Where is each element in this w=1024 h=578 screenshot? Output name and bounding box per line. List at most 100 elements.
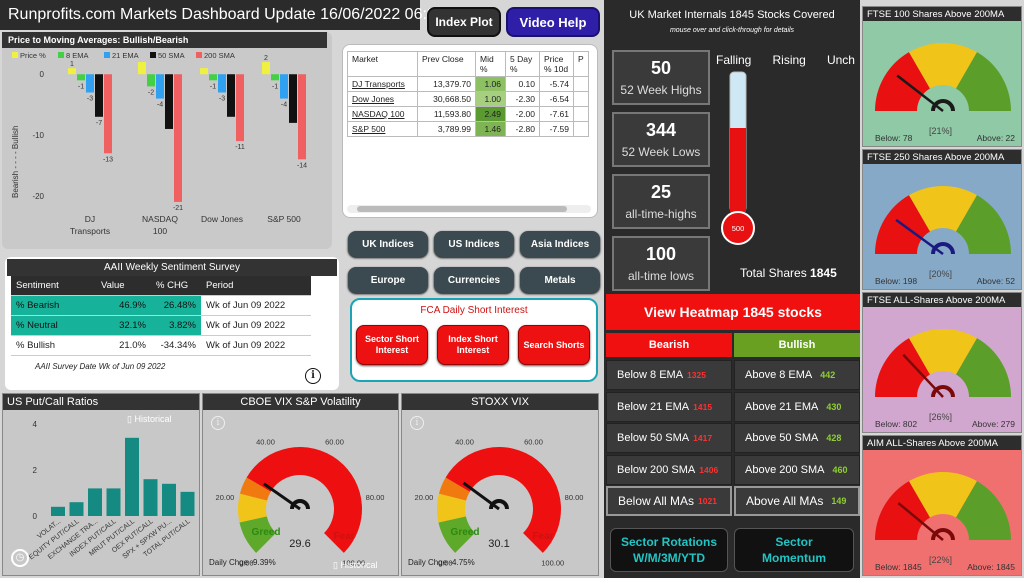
col-5day[interactable]: 5 Day % <box>505 51 540 77</box>
search-shorts-button[interactable]: Search Shorts <box>518 325 590 365</box>
market-link[interactable]: Dow Jones <box>347 91 418 107</box>
mid-cell: 1.00 <box>475 91 506 107</box>
stoxx-panel: STOXX VIX 0.00 20.00 40.00 60.00 80.00 100.00… <box>401 393 599 576</box>
view-heatmap-button[interactable]: View Heatmap 1845 stocks <box>606 294 860 330</box>
bullish-header: Bullish <box>734 333 860 357</box>
bearish-row-label: Below All MAs <box>618 494 695 508</box>
video-help-button[interactable]: Video Help <box>506 7 600 37</box>
bearish-row[interactable]: Below 21 EMA 1415 <box>606 391 732 422</box>
ftse-gauge-panel[interactable]: FTSE 100 Shares Above 200MA Below: 78 [21%… <box>862 6 1022 147</box>
scrollbar-thumb[interactable] <box>357 206 567 212</box>
us-indices-button[interactable]: US Indices <box>434 231 514 257</box>
ftse-gauge-title: AIM ALL-Shares Above 200MA <box>863 436 1021 450</box>
stat-box[interactable]: 344 52 Week Lows <box>612 112 710 167</box>
index-plot-button[interactable]: Index Plot <box>427 7 501 37</box>
uk-indices-button[interactable]: UK Indices <box>348 231 428 257</box>
currencies-button[interactable]: Currencies <box>434 267 514 293</box>
ftse-gauge-panel[interactable]: FTSE 250 Shares Above 200MA Below: 198 [20… <box>862 149 1022 290</box>
info-icon[interactable]: i <box>410 416 424 430</box>
gauge-yellow-zone <box>909 43 977 89</box>
p-cell <box>573 106 589 122</box>
gauge-tick-label: 60.00 <box>524 437 543 446</box>
asia-indices-button[interactable]: Asia Indices <box>520 231 600 257</box>
gauge-green-zone <box>956 195 1011 254</box>
ftse-gauge-panel[interactable]: FTSE ALL-Shares Above 200MA Below: 802 [26… <box>862 292 1022 433</box>
stat-box[interactable]: 100 all-time lows <box>612 236 710 291</box>
gauge-zone <box>438 477 470 501</box>
aaii-col-chg: % CHG <box>151 276 201 296</box>
p-cell <box>573 121 589 137</box>
market-link[interactable]: DJ Transports <box>347 76 418 92</box>
gauge-tick-label: 0.00 <box>239 559 254 568</box>
stat-value: 100 <box>645 244 677 264</box>
vix-historical-link[interactable]: ▯ Historical <box>333 560 377 571</box>
ftse-gauge-panel[interactable]: AIM ALL-Shares Above 200MA Below: 1845 [22… <box>862 435 1022 576</box>
data-label: -2 <box>148 89 154 96</box>
col-mid[interactable]: Mid % <box>475 51 506 77</box>
sector-short-interest-button[interactable]: Sector Short Interest <box>356 325 428 365</box>
bearish-row-count: 1415 <box>693 401 713 412</box>
bearish-row[interactable]: Below 50 SMA 1417 <box>606 423 732 453</box>
prev-close-cell: 30,668.50 <box>417 91 476 107</box>
bullish-row[interactable]: Above 8 EMA 442 <box>734 360 860 390</box>
markets-table-panel: Market Prev Close Mid % 5 Day % Price % … <box>342 44 598 218</box>
clock-icon[interactable]: ◷ <box>11 549 29 567</box>
aaii-cell: 32.1% <box>96 315 151 336</box>
bearish-row[interactable]: Below 200 SMA 1406 <box>606 454 732 485</box>
putcall-panel: US Put/Call Ratios ▯ Historical 0 2 4 VOLAT… <box>2 393 200 576</box>
aaii-cell: % Bearish <box>11 295 96 316</box>
stat-label: all-time-highs <box>625 207 697 221</box>
aaii-col-sentiment: Sentiment <box>11 276 96 296</box>
putcall-historical-link[interactable]: ▯ Historical <box>127 414 171 425</box>
data-label: -4 <box>281 102 287 109</box>
bar <box>298 74 306 160</box>
col-prev-close[interactable]: Prev Close <box>417 51 476 77</box>
bullish-row[interactable]: Above 21 EMA 430 <box>734 391 860 422</box>
info-icon[interactable]: i <box>211 416 225 430</box>
ftse-gauge <box>875 43 1011 112</box>
data-label: -11 <box>235 144 245 151</box>
bullish-row[interactable]: Above 200 SMA 460 <box>734 454 860 485</box>
stat-label: 52 Week Lows <box>621 145 701 159</box>
stat-value: 25 <box>650 182 672 202</box>
col-price10d[interactable]: Price % 10d <box>539 51 574 77</box>
stat-box[interactable]: 50 52 Week Highs <box>612 50 710 105</box>
bullish-row[interactable]: Above 50 SMA 428 <box>734 423 860 453</box>
europe-button[interactable]: Europe <box>348 267 428 293</box>
5day-cell: -2.80 <box>505 121 540 137</box>
p-cell <box>573 76 589 92</box>
5day-cell: -2.00 <box>505 106 540 122</box>
col-market[interactable]: Market <box>347 51 418 77</box>
market-link[interactable]: NASDAQ 100 <box>347 106 418 122</box>
bearish-row[interactable]: Below 8 EMA 1325 <box>606 360 732 390</box>
bearish-row[interactable]: Below All MAs 1021 <box>606 486 732 516</box>
bar <box>138 62 146 75</box>
table-scrollbar[interactable] <box>347 205 591 213</box>
market-link[interactable]: S&P 500 <box>347 121 418 137</box>
ftse-gauge <box>875 472 1011 541</box>
legend-swatch <box>12 52 18 58</box>
x-tick-label: S&P 500 <box>267 214 301 224</box>
data-label: 1 <box>70 61 74 68</box>
data-label: 2 <box>264 55 268 62</box>
sector-rotations-button[interactable]: Sector Rotations W/M/3M/YTD <box>610 528 728 572</box>
gauge-red-zone <box>875 338 930 397</box>
bullish-row-label: Above 200 SMA <box>745 463 825 476</box>
gauge-hub <box>931 385 955 398</box>
info-icon[interactable]: i <box>305 368 321 384</box>
ftse-gauge-title: FTSE ALL-Shares Above 200MA <box>863 293 1021 307</box>
stat-box[interactable]: 25 all-time-highs <box>612 174 710 229</box>
sector-momentum-button[interactable]: Sector Momentum <box>734 528 854 572</box>
col-p[interactable]: P <box>573 51 589 77</box>
metals-button[interactable]: Metals <box>520 267 600 293</box>
thermo-bulb <box>721 211 755 245</box>
thermometer[interactable]: 500 <box>718 70 758 250</box>
aaii-table: Sentiment Value % CHG Period % Bearish 46… <box>11 276 311 356</box>
gauge-tick-label: 100.00 <box>541 559 564 568</box>
y-tick-label: 2 <box>33 466 38 475</box>
bullish-row-label: Above 21 EMA <box>745 400 819 413</box>
bullish-row[interactable]: Above All MAs 149 <box>734 486 860 516</box>
stat-value: 344 <box>645 120 677 140</box>
index-short-interest-button[interactable]: Index Short Interest <box>437 325 509 365</box>
bullish-row-label: Above 50 SMA <box>745 432 819 444</box>
